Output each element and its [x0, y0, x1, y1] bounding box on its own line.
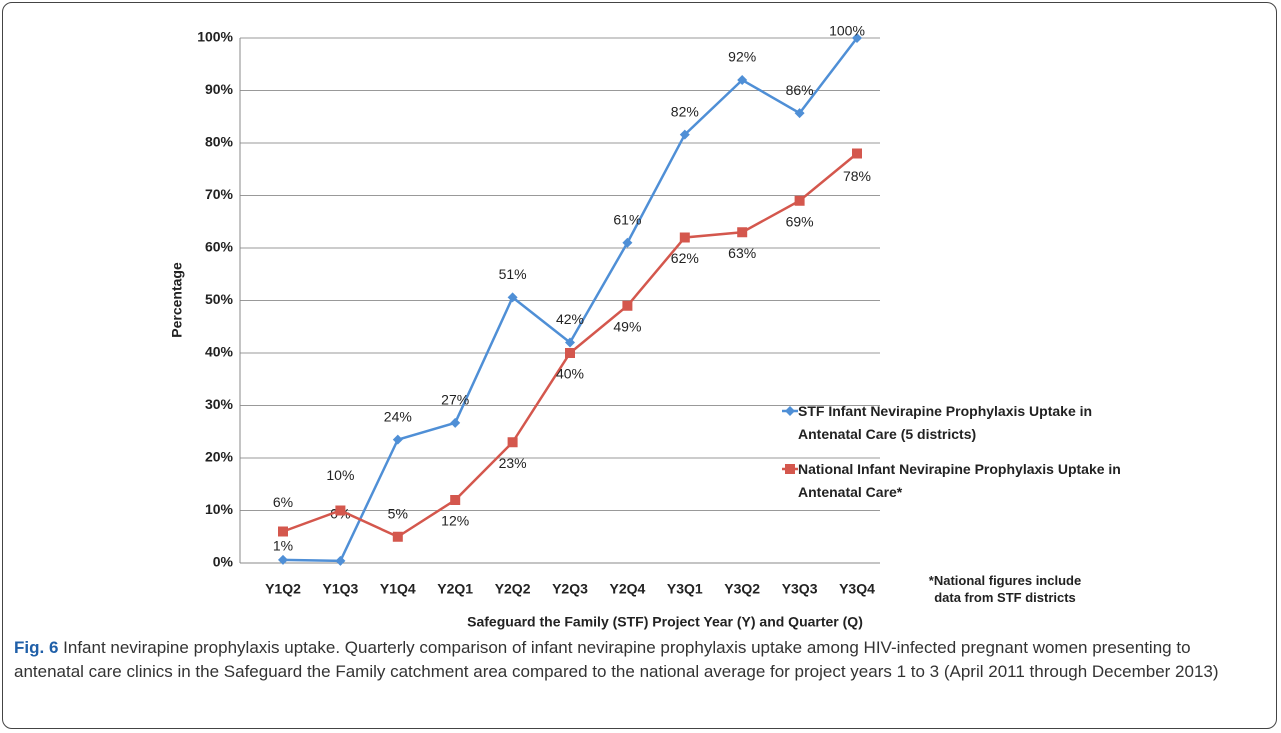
data-label: 49%: [613, 318, 641, 334]
y-tick-label: 30%: [205, 396, 234, 412]
data-point: [507, 292, 518, 303]
caption: Fig. 6 Infant nevirapine prophylaxis upt…: [14, 636, 1264, 683]
x-tick-label: Y2Q2: [495, 581, 531, 597]
y-tick-label: 70%: [205, 186, 234, 202]
y-tick-label: 10%: [205, 501, 234, 517]
data-point: [335, 505, 346, 516]
data-point: [852, 33, 862, 43]
footnote: *National figures include data from STF …: [928, 573, 1082, 605]
data-point: [622, 237, 633, 248]
data-point: [335, 555, 346, 566]
data-label: 10%: [326, 467, 354, 483]
data-point: [794, 108, 805, 119]
data-label: 24%: [384, 408, 412, 424]
data-label: 86%: [786, 82, 814, 98]
data-label: 5%: [388, 505, 408, 521]
data-point: [565, 348, 575, 358]
data-point: [679, 232, 690, 243]
legend-marker: [785, 464, 795, 474]
data-label: 100%: [829, 23, 865, 39]
data-point: [794, 195, 805, 206]
data-label: 63%: [728, 245, 756, 261]
data-point: [278, 526, 288, 537]
data-label: 27%: [441, 392, 469, 408]
data-label: 6%: [273, 494, 293, 510]
x-tick-label: Y2Q4: [609, 581, 645, 597]
data-label: 69%: [786, 213, 814, 229]
legend-label: National Infant Nevirapine Prophylaxis U…: [798, 460, 1121, 500]
y-axis-title: Percentage: [169, 262, 185, 338]
data-label: 23%: [499, 455, 527, 471]
data-point: [737, 75, 748, 85]
data-point: [392, 531, 403, 542]
x-tick-label: Y1Q3: [322, 581, 358, 597]
data-point: [450, 495, 461, 505]
y-tick-label: 60%: [205, 239, 234, 255]
data-label: 78%: [843, 168, 871, 184]
data-point: [679, 129, 690, 140]
legend-marker: [785, 406, 795, 416]
data-label: 62%: [671, 250, 699, 266]
y-tick-label: 80%: [205, 134, 234, 150]
data-label: 92%: [728, 49, 756, 65]
y-tick-label: 100%: [197, 29, 233, 45]
data-point: [392, 434, 403, 445]
legend-label: STF Infant Nevirapine Prophylaxis Uptake…: [798, 402, 1093, 442]
x-tick-label: Y3Q3: [782, 581, 818, 597]
data-label: 51%: [499, 266, 527, 282]
y-tick-label: 0%: [213, 554, 234, 570]
data-label: 1%: [273, 538, 293, 554]
x-tick-label: Y2Q1: [437, 581, 473, 597]
caption-text: Infant nevirapine prophylaxis uptake. Qu…: [14, 638, 1219, 681]
data-point: [278, 554, 288, 565]
x-tick-label: Y1Q4: [380, 581, 416, 597]
x-tick-label: Y1Q2: [265, 581, 301, 597]
data-point: [852, 148, 862, 159]
data-point: [622, 300, 633, 311]
x-tick-label: Y3Q1: [667, 581, 703, 597]
caption-label: Fig. 6: [14, 638, 59, 657]
x-tick-label: Y3Q4: [839, 581, 875, 597]
data-point: [737, 227, 748, 238]
series-line: [282, 37, 858, 563]
data-label: 61%: [613, 211, 641, 227]
y-tick-label: 40%: [205, 344, 234, 360]
data-label: 82%: [671, 103, 699, 119]
data-point: [507, 437, 518, 448]
y-tick-label: 50%: [205, 291, 234, 307]
x-tick-label: Y2Q3: [552, 581, 588, 597]
data-point: [565, 337, 575, 348]
data-label: 12%: [441, 513, 469, 529]
data-label: 42%: [556, 311, 584, 327]
data-label: 40%: [556, 366, 584, 382]
data-point: [450, 417, 461, 428]
x-tick-label: Y3Q2: [724, 581, 760, 597]
y-tick-label: 90%: [205, 81, 234, 97]
y-tick-label: 20%: [205, 449, 234, 465]
x-axis-title: Safeguard the Family (STF) Project Year …: [467, 614, 863, 630]
